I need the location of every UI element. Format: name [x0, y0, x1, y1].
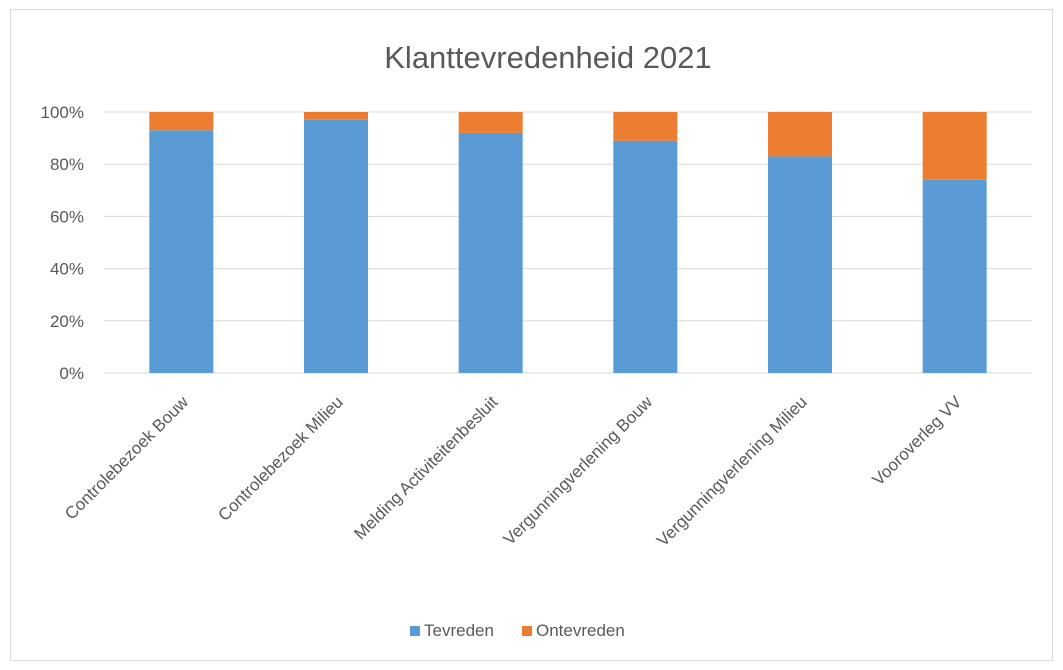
y-tick-label: 100% — [41, 103, 84, 122]
y-tick-label: 40% — [50, 260, 84, 279]
legend: Tevreden Ontevreden — [410, 621, 625, 640]
bar-tevreden — [613, 140, 678, 373]
y-tick-label: 60% — [50, 207, 84, 226]
x-tick-label: Vergunningverlening Bouw — [500, 392, 657, 549]
x-tick-label: Controlebezoek Milieu — [214, 392, 346, 524]
bar-tevreden — [458, 132, 523, 373]
legend-swatch-tevreden — [410, 626, 420, 636]
bar-ontevreden — [458, 112, 523, 133]
x-tick-label: Vergunningverlening Milieu — [653, 392, 811, 550]
y-tick-label: 20% — [50, 312, 84, 331]
x-axis: Controlebezoek Bouw Controlebezoek Milieu… — [61, 392, 966, 550]
bar-tevreden — [922, 179, 987, 373]
y-tick-label: 80% — [50, 155, 84, 174]
x-tick-label: Vooroverleg VV — [869, 392, 966, 489]
x-tick-label: Melding Activiteitenbesluit — [350, 392, 501, 543]
legend-label: Tevreden — [424, 621, 494, 640]
y-axis: 0% 20% 40% 60% 80% 100% — [41, 103, 84, 383]
y-tick-label: 0% — [59, 364, 84, 383]
bar-ontevreden — [613, 112, 678, 141]
bar-tevreden — [304, 119, 368, 373]
legend-swatch-ontevreden — [522, 626, 532, 636]
bar-ontevreden — [149, 112, 214, 131]
bars — [149, 112, 987, 373]
bar-ontevreden — [922, 112, 987, 180]
x-tick-label: Controlebezoek Bouw — [61, 392, 193, 524]
gridlines — [104, 111, 1032, 374]
bar-ontevreden — [768, 112, 832, 157]
bar-tevreden — [149, 130, 214, 373]
legend-label: Ontevreden — [536, 621, 625, 640]
bar-ontevreden — [304, 112, 368, 120]
chart-title: Klanttevredenheid 2021 — [384, 40, 711, 75]
bar-tevreden — [768, 156, 832, 373]
